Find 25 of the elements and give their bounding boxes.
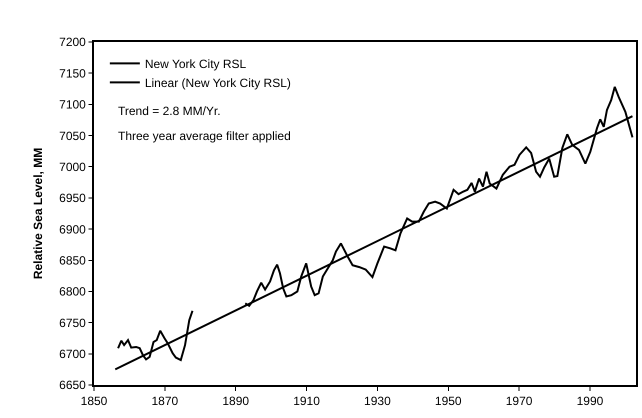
- y-tick-label: 7050: [59, 128, 86, 143]
- y-tick-label: 6750: [59, 316, 86, 330]
- y-tick-label: 6900: [59, 222, 86, 236]
- legend-label: Linear (New York City RSL): [144, 76, 291, 90]
- y-tick-label: 7100: [59, 98, 86, 112]
- legend-label: New York City RSL: [144, 57, 247, 72]
- y-tick-label: 6950: [59, 191, 86, 206]
- x-tick-label: 1910: [293, 394, 320, 408]
- x-tick-label: 1870: [152, 394, 179, 408]
- y-tick-label: 7000: [59, 160, 86, 174]
- x-tick-label: 1950: [434, 394, 462, 408]
- x-tick-label: 1990: [576, 394, 604, 408]
- y-tick-label: 6700: [59, 347, 86, 362]
- y-tick-label: 7150: [59, 66, 86, 80]
- y-tick-label: 6800: [59, 284, 86, 299]
- y-tick-label: 7200: [59, 35, 86, 50]
- y-axis-title: Relative Sea Level, MM: [30, 148, 45, 280]
- x-tick-label: 1850: [80, 394, 108, 408]
- x-tick-label: 1970: [506, 394, 533, 408]
- annotation: Trend = 2.8 MM/Yr.: [118, 104, 221, 118]
- x-tick-label: 1890: [222, 394, 250, 408]
- y-tick-label: 6650: [59, 378, 86, 392]
- x-tick-label: 1930: [364, 394, 392, 408]
- annotation: Three year average filter applied: [118, 129, 291, 143]
- y-tick-label: 6850: [59, 253, 86, 268]
